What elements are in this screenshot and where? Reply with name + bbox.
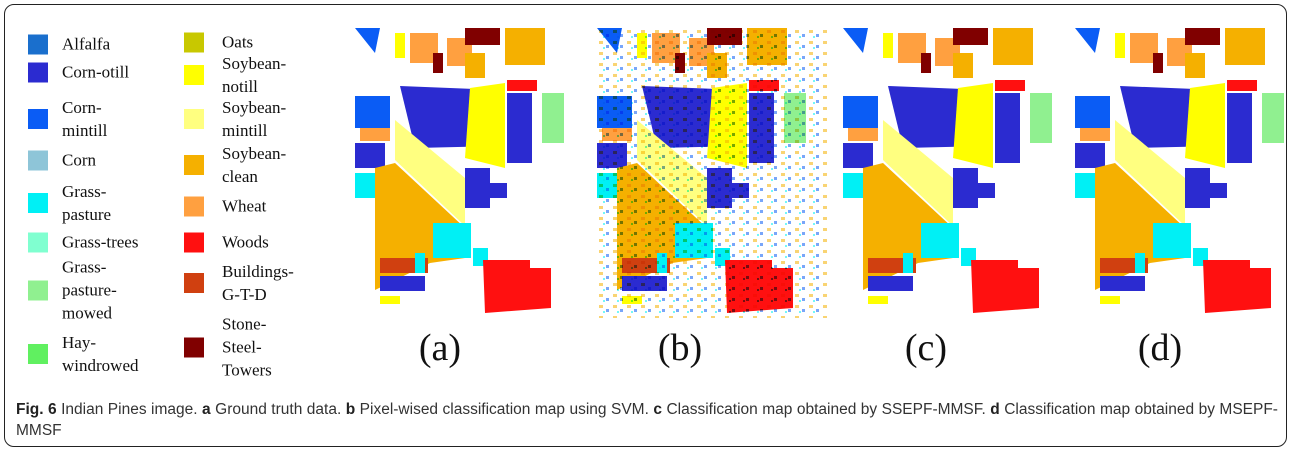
legend-swatch xyxy=(28,150,48,170)
caption-key: a xyxy=(202,401,211,418)
legend-item: Buildings-G-T-D xyxy=(184,260,294,306)
legend-label-line: pasture- xyxy=(62,279,117,302)
legend-item: Grass-trees xyxy=(28,231,138,254)
panel-label: (c) xyxy=(866,326,986,370)
legend-item: Corn-mintill xyxy=(28,96,107,142)
legend-label: Corn-otill xyxy=(62,61,129,84)
legend-label-line: Buildings- xyxy=(222,260,294,283)
classification-map xyxy=(843,28,1073,318)
legend-swatch xyxy=(184,232,204,252)
panel-label: (a) xyxy=(380,326,500,370)
legend-swatch xyxy=(28,109,48,129)
classification-map xyxy=(597,28,827,318)
legend-label-line: G-T-D xyxy=(222,283,294,306)
legend-label-line: windrowed xyxy=(62,354,138,377)
legend-label: Buildings-G-T-D xyxy=(222,260,294,306)
legend-label: Grass-trees xyxy=(62,231,138,254)
legend-label-line: Towers xyxy=(222,359,272,382)
panel-label: (b) xyxy=(620,326,740,370)
legend-label-line: Hay- xyxy=(62,331,138,354)
legend-label-line: Corn-otill xyxy=(62,61,129,84)
legend-swatch xyxy=(184,273,204,293)
legend-label: Soybean-notill xyxy=(222,52,286,98)
legend-label: Corn xyxy=(62,149,96,172)
legend-swatch xyxy=(184,155,204,175)
legend-label-line: Steel- xyxy=(222,336,272,359)
legend-label-line: Alfalfa xyxy=(62,33,110,56)
panel-label: (d) xyxy=(1100,326,1220,370)
caption-key: b xyxy=(346,401,355,418)
figure-number: Fig. 6 xyxy=(16,401,57,418)
legend-label: Alfalfa xyxy=(62,33,110,56)
legend-swatch xyxy=(28,280,48,300)
legend-item: Grass-pasture-mowed xyxy=(28,256,117,325)
caption-text: Ground truth data. xyxy=(215,401,341,418)
legend-label: Wheat xyxy=(222,195,266,218)
caption: Fig. 6 Indian Pines image. a Ground trut… xyxy=(16,399,1278,441)
legend-label-line: mowed xyxy=(62,302,117,325)
caption-title: Indian Pines image. xyxy=(61,401,197,418)
legend-label-line: Corn- xyxy=(62,96,107,119)
legend-swatch xyxy=(184,109,204,129)
figure: Alfalfa Corn-otill Corn-mintill Corn Grass-p… xyxy=(0,0,1293,453)
legend-label-line: Oats xyxy=(222,31,253,54)
legend-label-line: Wheat xyxy=(222,195,266,218)
legend-swatch xyxy=(184,65,204,85)
legend-label-line: Grass-trees xyxy=(62,231,138,254)
legend-label-line: mintill xyxy=(222,119,286,142)
legend-label: Stone-Steel-Towers xyxy=(222,313,272,382)
legend-label: Woods xyxy=(222,231,269,254)
legend-label-line: mintill xyxy=(62,119,107,142)
legend-item: Soybean-mintill xyxy=(184,96,286,142)
legend-item: Corn-otill xyxy=(28,61,129,84)
legend-label-line: Grass- xyxy=(62,256,117,279)
classification-map xyxy=(355,28,585,318)
legend-label: Oats xyxy=(222,31,253,54)
legend-swatch xyxy=(28,232,48,252)
legend-item: Grass-pasture xyxy=(28,180,111,226)
legend-label: Grass-pasture-mowed xyxy=(62,256,117,325)
caption-key: c xyxy=(653,401,662,418)
legend-item: Stone-Steel-Towers xyxy=(184,313,272,382)
legend-label-line: Corn xyxy=(62,149,96,172)
legend-item: Wheat xyxy=(184,195,266,218)
legend-label-line: notill xyxy=(222,75,286,98)
caption-text: Pixel-wised classification map using SVM… xyxy=(360,401,649,418)
legend-label: Grass-pasture xyxy=(62,180,111,226)
legend-label-line: pasture xyxy=(62,203,111,226)
legend-swatch xyxy=(28,62,48,82)
legend-item: Soybean-clean xyxy=(184,142,286,188)
legend-label: Corn-mintill xyxy=(62,96,107,142)
noise xyxy=(597,28,827,318)
legend-label-line: Woods xyxy=(222,231,269,254)
classification-map xyxy=(1075,28,1293,318)
caption-key: d xyxy=(990,401,999,418)
legend-item: Oats xyxy=(184,31,253,54)
legend-label: Hay-windrowed xyxy=(62,331,138,377)
legend-label-line: Grass- xyxy=(62,180,111,203)
legend-swatch xyxy=(184,196,204,216)
legend-label-line: Soybean- xyxy=(222,52,286,75)
legend-swatch xyxy=(28,344,48,364)
legend-item: Corn xyxy=(28,149,96,172)
legend-label-line: Soybean- xyxy=(222,142,286,165)
legend-label-line: Soybean- xyxy=(222,96,286,119)
legend-label-line: Stone- xyxy=(222,313,272,336)
legend-swatch xyxy=(184,337,204,357)
legend-item: Woods xyxy=(184,231,269,254)
legend-label-line: clean xyxy=(222,165,286,188)
legend-label: Soybean-clean xyxy=(222,142,286,188)
legend-label: Soybean-mintill xyxy=(222,96,286,142)
legend-swatch xyxy=(28,34,48,54)
caption-text: Classification map obtained by SSEPF-MMS… xyxy=(666,401,985,418)
legend-item: Hay-windrowed xyxy=(28,331,138,377)
legend-item: Alfalfa xyxy=(28,33,110,56)
legend-item: Soybean-notill xyxy=(184,52,286,98)
legend-swatch xyxy=(184,32,204,52)
legend-swatch xyxy=(28,193,48,213)
